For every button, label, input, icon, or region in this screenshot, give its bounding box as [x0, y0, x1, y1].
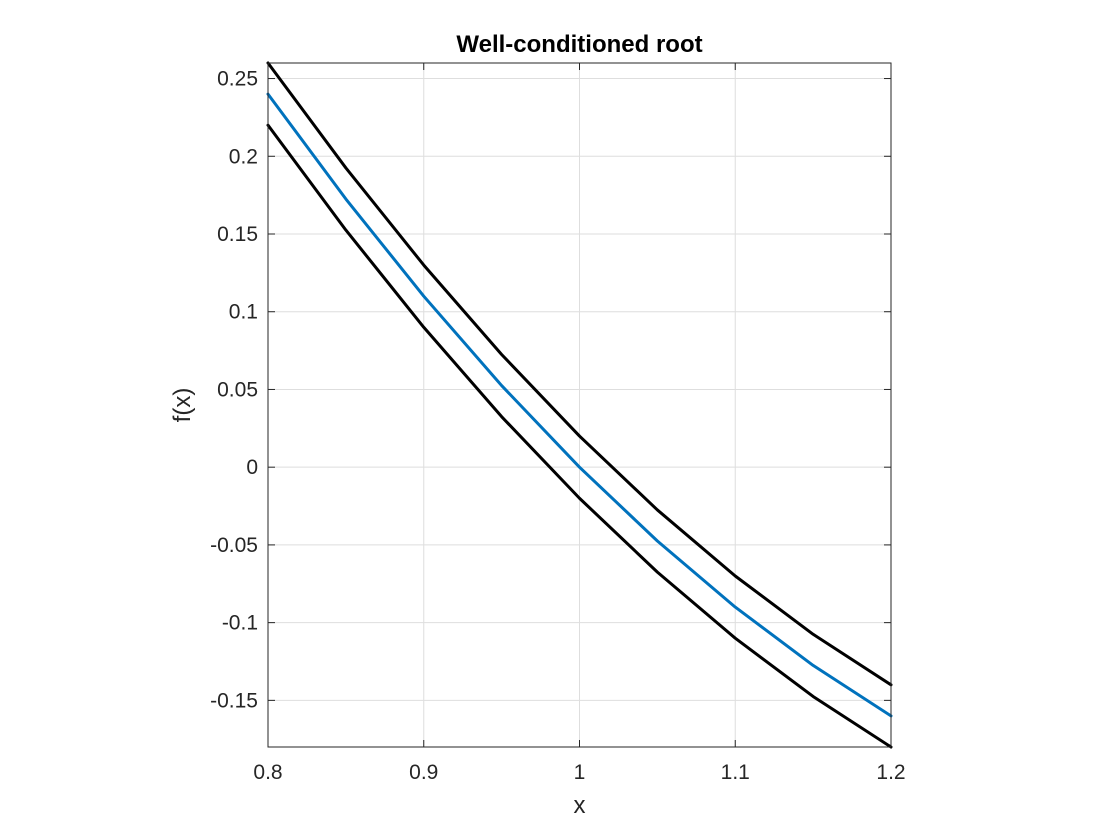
y-tick-label: -0.05	[210, 534, 258, 557]
y-tick-label: 0.1	[229, 301, 258, 324]
x-tick-label: 0.8	[253, 761, 282, 784]
y-tick-label: 0	[246, 456, 258, 479]
y-tick-label: -0.15	[210, 689, 258, 712]
y-tick-label: 0.25	[217, 68, 258, 91]
grid	[268, 63, 891, 747]
y-tick-labels: -0.15 -0.1 -0.05 0 0.05 0.1 0.15 0.2 0.25	[210, 68, 258, 713]
y-tick-label: 0.15	[217, 223, 258, 246]
y-axis-label: f(x)	[169, 388, 196, 423]
y-tick-label: 0.05	[217, 378, 258, 401]
y-tick-label: 0.2	[229, 145, 258, 168]
x-tick-labels: 0.8 0.9 1 1.1 1.2	[253, 761, 905, 784]
x-tick-label: 1	[574, 761, 586, 784]
x-tick-label: 0.9	[409, 761, 438, 784]
x-tick-label: 1.2	[876, 761, 905, 784]
x-axis-label: x	[574, 792, 586, 819]
chart-title: Well-conditioned root	[456, 31, 702, 58]
y-tick-label: -0.1	[222, 612, 258, 635]
x-tick-label: 1.1	[721, 761, 750, 784]
